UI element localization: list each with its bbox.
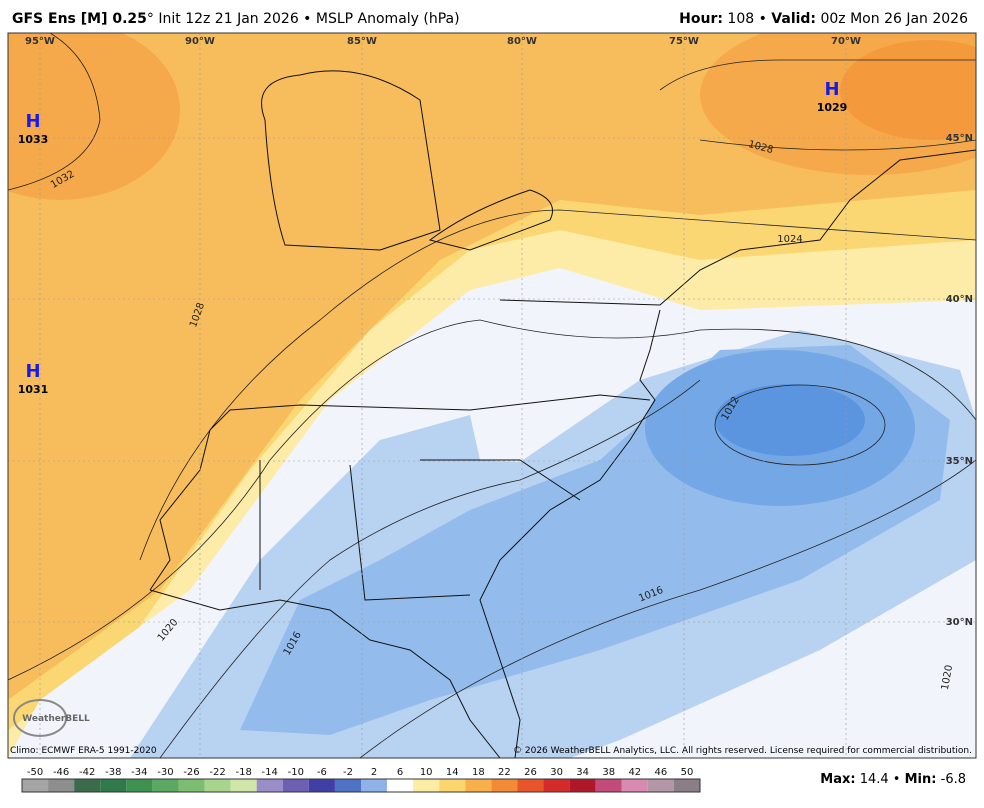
graticule: [8, 33, 976, 758]
colorbar-swatch: [74, 779, 101, 792]
colorbar-tick: -46: [53, 767, 69, 778]
lon-label: 85°W: [347, 36, 377, 47]
logo-mark: [13, 699, 67, 737]
colorbar-tick: -42: [79, 767, 95, 778]
colorbar-tick: 2: [371, 767, 377, 778]
title-info: ° Init 12z 21 Jan 2026 • MSLP Anomaly (h…: [146, 11, 460, 27]
copyright: © 2026 WeatherBELL Analytics, LLC. All r…: [513, 746, 972, 756]
colorbar-tick: 14: [446, 767, 459, 778]
header: GFS Ens [M] 0.25° Init 12z 21 Jan 2026 •…: [0, 0, 984, 33]
colorbar-tick: -50: [27, 767, 43, 778]
title: GFS Ens [M] 0.25° Init 12z 21 Jan 2026 •…: [12, 11, 460, 27]
lon-label: 90°W: [185, 36, 215, 47]
lon-label: 95°W: [25, 36, 55, 47]
high-symbol: H: [25, 361, 40, 382]
colorbar-swatch: [621, 779, 648, 792]
colorbar-swatch: [204, 779, 231, 792]
lat-label: 40°N: [946, 294, 973, 305]
colorbar-swatch: [22, 779, 49, 792]
colorbar-tick: -6: [317, 767, 327, 778]
colorbar-tick: 18: [472, 767, 485, 778]
colorbar-tick: -14: [262, 767, 278, 778]
colorbar-tick: -2: [343, 767, 353, 778]
stats: Max: 14.4 • Min: -6.8: [820, 772, 966, 787]
colorbar-tick: -22: [209, 767, 225, 778]
colorbar-swatch: [673, 779, 700, 792]
max-value: 14.4 •: [859, 772, 901, 787]
map-frame: [7, 32, 977, 759]
colorbar-tick: 50: [681, 767, 694, 778]
colorbar-swatch: [465, 779, 492, 792]
colorbar-swatch: [282, 779, 309, 792]
climo-note: Climo: ECMWF ERA-5 1991-2020: [10, 746, 157, 756]
colorbar-tick: 22: [498, 767, 511, 778]
hour-value: 108 •: [727, 11, 767, 27]
valid-label: Valid:: [771, 11, 817, 27]
contour-label: 1020: [940, 664, 955, 691]
contours: [8, 33, 976, 758]
logo: WeatherBELL: [22, 714, 90, 724]
colorbar-tick: -38: [105, 767, 121, 778]
colorbar-swatch: [48, 779, 75, 792]
high-value: 1031: [18, 383, 49, 396]
colorbar-swatch: [308, 779, 335, 792]
colorbar-tick: -34: [131, 767, 147, 778]
colorbar-swatch: [178, 779, 205, 792]
high-value: 1029: [817, 101, 848, 114]
colorbar-swatch: [439, 779, 466, 792]
min-label: Min:: [904, 772, 937, 787]
lon-label: 70°W: [831, 36, 861, 47]
colorbar-swatch: [152, 779, 179, 792]
max-label: Max:: [820, 772, 856, 787]
colorbar-tick: 34: [576, 767, 589, 778]
min-value: -6.8: [940, 772, 966, 787]
colorbar-swatch: [595, 779, 622, 792]
colorbar-tick: 30: [550, 767, 563, 778]
lat-label: 45°N: [946, 133, 973, 144]
colorbar-tick: 10: [420, 767, 433, 778]
colorbar-tick: -30: [157, 767, 173, 778]
colorbar-swatch: [647, 779, 674, 792]
colorbar-tick: -26: [183, 767, 199, 778]
colorbar-frame: [21, 778, 701, 793]
colorbar-tick: 42: [628, 767, 641, 778]
colorbar-swatch: [413, 779, 440, 792]
colorbar-swatch: [361, 779, 388, 792]
colorbar-swatch: [126, 779, 153, 792]
colorbar-tick: 38: [602, 767, 615, 778]
colorbar-swatch: [543, 779, 570, 792]
colorbar-swatch: [334, 779, 361, 792]
lon-label: 80°W: [507, 36, 537, 47]
lon-label: 75°W: [669, 36, 699, 47]
colorbar-tick: -18: [235, 767, 251, 778]
colorbar-swatch: [517, 779, 544, 792]
high-value: 1033: [18, 133, 49, 146]
high-symbol: H: [824, 79, 839, 100]
colorbar-tick: 6: [397, 767, 403, 778]
colorbar-swatch: [569, 779, 596, 792]
anomaly-field: [8, 33, 976, 758]
lat-label: 30°N: [946, 617, 973, 628]
title-model: GFS Ens [M] 0.25: [12, 11, 147, 27]
colorbar-swatch: [230, 779, 257, 792]
high-symbol: H: [25, 111, 40, 132]
valid-value: 00z Mon 26 Jan 2026: [820, 11, 968, 27]
contour-label: 1024: [777, 234, 802, 245]
colorbar-swatch: [491, 779, 518, 792]
colorbar-tick: -10: [288, 767, 304, 778]
colorbar-swatch: [387, 779, 414, 792]
colorbar-tick: 26: [524, 767, 537, 778]
colorbar-swatch: [256, 779, 283, 792]
colorbar-swatch: [100, 779, 127, 792]
colorbar-tick: 46: [655, 767, 668, 778]
borders: [149, 70, 976, 758]
lat-label: 35°N: [946, 456, 973, 467]
valid-info: Hour: 108 • Valid: 00z Mon 26 Jan 2026: [679, 11, 968, 27]
hour-label: Hour:: [679, 11, 723, 27]
